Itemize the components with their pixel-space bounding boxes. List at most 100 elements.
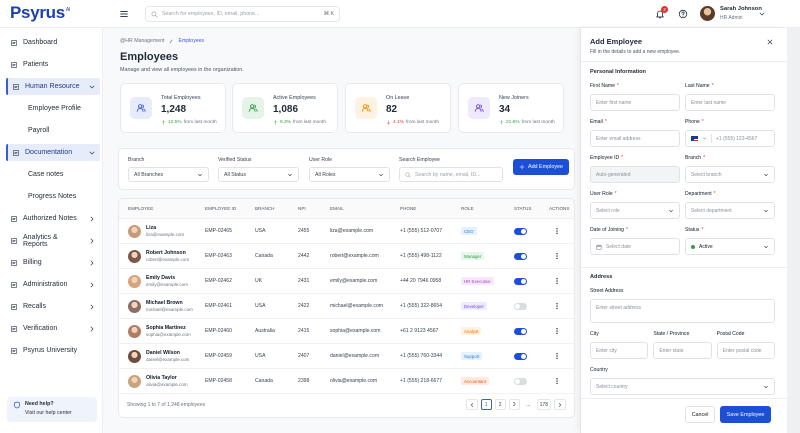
nav-arrow: [88, 303, 96, 311]
filter-select[interactable]: All Branches: [128, 167, 209, 182]
field-input[interactable]: Enter last name: [685, 94, 775, 111]
nav-label: Payroll: [28, 127, 50, 134]
status-toggle[interactable]: [514, 327, 527, 335]
page-button[interactable]: ...: [526, 401, 531, 408]
status-toggle[interactable]: [514, 377, 527, 385]
field-placeholder: Enter street address: [596, 305, 642, 311]
form-field: First Name * Enter first name: [590, 83, 680, 111]
cell-email: sophia@example.com: [330, 328, 381, 334]
save-button[interactable]: Save Employee: [720, 406, 771, 423]
icon-part: [12, 149, 20, 156]
cell-phone: +44 20 7946 0958: [400, 278, 442, 284]
page-button[interactable]: 178: [536, 399, 551, 410]
pagination-summary: Showing 1 to 7 of 1,248 employees: [127, 401, 206, 408]
table-row[interactable]: Olivia Taylor olivia@example.com EMP-02458…: [119, 369, 574, 394]
nav-item[interactable]: Patients: [6, 56, 100, 73]
help-link[interactable]: Visit our help center: [25, 410, 72, 416]
employee-cell: Robert Johnson robert@example.com: [128, 249, 205, 263]
icon-part: [136, 104, 146, 112]
employee-search-input[interactable]: Search by name, email, ID...: [399, 167, 503, 182]
help-box-icon: [13, 401, 21, 409]
filter: User Role All Roles: [309, 157, 390, 182]
nav-item[interactable]: Authorized Notes: [6, 210, 100, 227]
nav-item[interactable]: Administration: [6, 276, 100, 293]
icon-part: [474, 104, 484, 112]
global-search[interactable]: Search for employees, ID, email, phone..…: [145, 6, 340, 22]
column-header: ACTIONS: [549, 206, 570, 211]
employee-avatar: [128, 224, 141, 238]
field-phone[interactable]: +1 (555) 123-4567: [685, 130, 775, 147]
user-avatar[interactable]: [700, 6, 715, 21]
field-input[interactable]: Enter state: [653, 342, 712, 359]
field-select[interactable]: Select role: [590, 202, 680, 219]
icon-part: [288, 173, 292, 176]
field-input[interactable]: Enter city: [590, 342, 649, 359]
field-textarea[interactable]: Enter street address: [590, 299, 775, 323]
status-toggle[interactable]: [514, 277, 527, 285]
icon-part: [387, 120, 390, 125]
stat-card: New Joiners 34 21.6% from last month: [458, 83, 564, 133]
field-label-text: Branch: [685, 155, 702, 161]
icon-part: [556, 232, 558, 235]
stat-glyph: [361, 103, 371, 113]
nav-item[interactable]: Employee Profile: [6, 100, 100, 117]
next-icon: [557, 402, 563, 408]
status-toggle[interactable]: [514, 227, 527, 235]
add-employee-button[interactable]: Add Employee: [513, 159, 569, 175]
nav-item[interactable]: Human Resource: [6, 78, 100, 95]
nav-item[interactable]: Recalls: [6, 298, 100, 315]
field-input[interactable]: Enter postal code: [716, 342, 775, 359]
stat-icon: [130, 97, 152, 119]
field-status[interactable]: Active: [685, 238, 775, 255]
column-header: BRANCH: [255, 206, 275, 211]
breadcrumb-item[interactable]: Employees: [178, 38, 205, 44]
employee-name: Emily Davis: [146, 275, 176, 281]
toggle-knob: [521, 228, 526, 234]
nav-item[interactable]: Verification: [6, 320, 100, 337]
field-select[interactable]: Select branch: [685, 166, 775, 183]
nav-label: Analytics & Reports: [23, 233, 58, 248]
nav-item[interactable]: Progress Notes: [6, 188, 100, 205]
field-input[interactable]: Enter first name: [590, 94, 680, 111]
nav-item[interactable]: Psyrus University: [6, 342, 100, 359]
field-date[interactable]: Select date: [590, 238, 680, 255]
page-button[interactable]: 2: [494, 399, 506, 410]
employee-cell: Sophia Martinez sophia@example.com: [128, 324, 205, 338]
field-select[interactable]: Select department: [685, 202, 775, 219]
prev-page[interactable]: [465, 399, 478, 410]
stat-icon: [242, 97, 264, 119]
filter-select[interactable]: All Roles: [309, 167, 390, 182]
nav-item[interactable]: Case notes: [6, 166, 100, 183]
nav-item[interactable]: Payroll: [6, 122, 100, 139]
field-select[interactable]: Select country: [590, 378, 775, 395]
table-row[interactable]: Michael Brown michael@example.com EMP-0246…: [119, 294, 574, 319]
page-button[interactable]: 1: [480, 399, 492, 410]
icon-part: [120, 11, 128, 17]
divider: [581, 61, 787, 62]
nav-item[interactable]: Dashboard: [6, 34, 100, 51]
table-row[interactable]: Daniel Wilson daniel@example.com EMP-02459…: [119, 344, 574, 369]
cell-phone: +1 (555) 498-1122: [400, 253, 442, 259]
next-page[interactable]: [554, 399, 566, 410]
breadcrumb-item[interactable]: @HR Management: [120, 38, 165, 44]
nav-icon: [10, 325, 18, 333]
table-row[interactable]: Liza liza@example.com EMP-02465 USA 2455 liza…: [119, 219, 574, 244]
status-toggle[interactable]: [514, 352, 527, 360]
nav-item[interactable]: Documentation: [6, 144, 100, 161]
employee-search: Search Employee Search by name, email, ID…: [399, 157, 503, 182]
field-input[interactable]: Enter email address: [590, 130, 680, 147]
required-mark: *: [701, 119, 704, 125]
icon-part: [556, 252, 558, 260]
stat-label: Active Employees: [273, 95, 316, 101]
icon-part: [767, 39, 773, 45]
nav-item[interactable]: Billing: [6, 254, 100, 271]
cancel-button[interactable]: Cancel: [685, 406, 715, 423]
filter-select[interactable]: All Status: [218, 167, 299, 182]
table-row[interactable]: Sophia Martinez sophia@example.com EMP-024…: [119, 319, 574, 344]
status-toggle[interactable]: [514, 302, 527, 310]
table-row[interactable]: Emily Davis emily@example.com EMP-02462 UK 2…: [119, 269, 574, 294]
table-row[interactable]: Robert Johnson robert@example.com EMP-0246…: [119, 244, 574, 269]
nav-item[interactable]: Analytics & Reports: [6, 232, 100, 249]
status-toggle[interactable]: [514, 252, 527, 260]
page-button[interactable]: 3: [508, 399, 520, 410]
